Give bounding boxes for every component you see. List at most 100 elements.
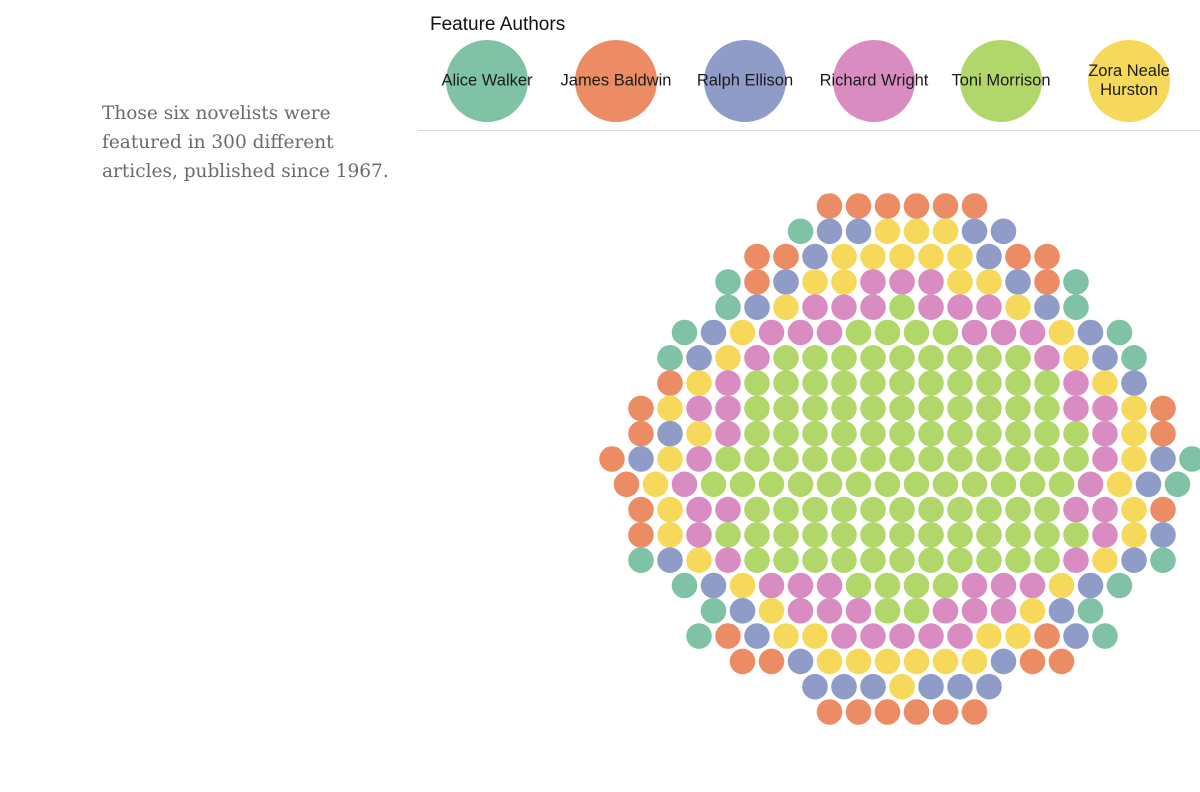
legend-swatch-ralph-ellison (704, 40, 786, 122)
article-dot-alice-walker (700, 598, 727, 624)
article-dot-richard-wright (918, 294, 944, 321)
article-dot-james-baldwin (744, 243, 770, 270)
article-dot-zora-neale-hurston (903, 218, 930, 245)
article-dot-zora-neale-hurston (1092, 370, 1118, 396)
article-dot-toni-morrison (744, 522, 770, 548)
article-dot-james-baldwin (874, 193, 901, 219)
article-dot-toni-morrison (802, 446, 828, 472)
article-dot-james-baldwin (1150, 395, 1176, 422)
article-dot-toni-morrison (1005, 496, 1031, 523)
article-dot-zora-neale-hurston (758, 598, 785, 624)
legend-swatch-alice-walker (446, 40, 528, 122)
article-dot-toni-morrison (802, 420, 828, 447)
article-dot-toni-morrison (976, 496, 1002, 523)
article-dot-toni-morrison (889, 446, 915, 472)
article-dot-james-baldwin (657, 370, 683, 396)
article-dot-richard-wright (802, 294, 828, 321)
article-dot-zora-neale-hurston (932, 218, 959, 245)
article-dot-toni-morrison (831, 496, 857, 523)
article-dot-toni-morrison (860, 446, 886, 472)
article-dot-richard-wright (1063, 547, 1089, 573)
article-dot-james-baldwin (773, 243, 799, 270)
article-dot-toni-morrison (903, 471, 930, 498)
article-dot-ralph-ellison (961, 218, 988, 245)
article-dot-toni-morrison (860, 420, 886, 447)
article-dot-richard-wright (990, 572, 1017, 599)
article-dot-richard-wright (715, 370, 741, 396)
legend-title: Feature Authors (430, 14, 566, 35)
article-dot-toni-morrison (947, 547, 973, 573)
article-dot-james-baldwin (744, 269, 770, 295)
article-dot-zora-neale-hurston (802, 269, 828, 295)
article-dot-toni-morrison (1005, 395, 1031, 422)
article-dot-toni-morrison (932, 572, 959, 599)
article-dot-zora-neale-hurston (1005, 294, 1031, 321)
article-dot-toni-morrison (831, 370, 857, 396)
intro-text: Those six novelists were featured in 300… (102, 103, 389, 182)
article-dot-toni-morrison (744, 547, 770, 573)
article-dot-ralph-ellison (700, 572, 727, 599)
article-dot-zora-neale-hurston (947, 243, 973, 270)
legend-label: Zora Neale Hurston (1088, 62, 1170, 99)
article-dot-toni-morrison (744, 496, 770, 523)
article-dot-james-baldwin (903, 193, 930, 219)
article-dot-toni-morrison (831, 522, 857, 548)
article-dot-toni-morrison (1034, 395, 1060, 422)
article-dot-ralph-ellison (773, 269, 799, 295)
article-dot-toni-morrison (976, 395, 1002, 422)
article-dot-alice-walker (1092, 623, 1118, 649)
article-dot-richard-wright (918, 623, 944, 649)
article-dot-ralph-ellison (657, 547, 683, 573)
article-dot-zora-neale-hurston (903, 648, 930, 675)
article-dot-richard-wright (1092, 496, 1118, 523)
legend-item-james-baldwin: James Baldwin (561, 40, 671, 122)
article-dot-toni-morrison (860, 395, 886, 422)
article-dot-richard-wright (831, 623, 857, 649)
article-dot-toni-morrison (918, 395, 944, 422)
article-dot-richard-wright (758, 319, 785, 346)
article-dot-ralph-ellison (1077, 319, 1104, 346)
article-dot-toni-morrison (976, 446, 1002, 472)
article-dot-toni-morrison (773, 522, 799, 548)
article-dot-alice-walker (1077, 598, 1104, 624)
article-dot-toni-morrison (787, 471, 814, 498)
legend-item-richard-wright: Richard Wright (820, 40, 928, 122)
article-dot-toni-morrison (700, 471, 727, 498)
article-dot-alice-walker (787, 218, 814, 245)
article-dot-zora-neale-hurston (657, 446, 683, 472)
article-dot-toni-morrison (773, 395, 799, 422)
article-dot-ralph-ellison (657, 420, 683, 447)
article-dot-richard-wright (889, 623, 915, 649)
article-dot-zora-neale-hurston (1092, 547, 1118, 573)
article-dot-richard-wright (1092, 395, 1118, 422)
article-dot-zora-neale-hurston (1121, 522, 1147, 548)
article-dot-toni-morrison (744, 446, 770, 472)
article-dot-richard-wright (1063, 370, 1089, 396)
article-dot-toni-morrison (802, 345, 828, 371)
article-dot-ralph-ellison (1034, 294, 1060, 321)
article-dot-richard-wright (686, 496, 712, 523)
article-dot-ralph-ellison (802, 673, 828, 700)
article-dot-toni-morrison (860, 547, 886, 573)
article-dot-toni-morrison (845, 471, 872, 498)
article-dot-ralph-ellison (1005, 269, 1031, 295)
article-dot-zora-neale-hurston (1019, 598, 1046, 624)
article-dot-zora-neale-hurston (831, 243, 857, 270)
article-dot-richard-wright (816, 319, 843, 346)
article-dot-toni-morrison (860, 496, 886, 523)
article-dot-alice-walker (1150, 547, 1176, 573)
article-dot-ralph-ellison (816, 218, 843, 245)
article-dot-richard-wright (686, 522, 712, 548)
article-dot-toni-morrison (802, 547, 828, 573)
article-dot-toni-morrison (961, 471, 988, 498)
article-dot-toni-morrison (1005, 345, 1031, 371)
article-dot-richard-wright (1092, 522, 1118, 548)
article-dot-james-baldwin (1150, 420, 1176, 447)
article-dot-ralph-ellison (976, 673, 1002, 700)
article-dot-richard-wright (961, 598, 988, 624)
article-dot-ralph-ellison (744, 623, 770, 649)
article-dot-richard-wright (831, 294, 857, 321)
article-dot-alice-walker (1106, 319, 1133, 346)
article-dot-ralph-ellison (845, 218, 872, 245)
article-dot-richard-wright (845, 598, 872, 624)
